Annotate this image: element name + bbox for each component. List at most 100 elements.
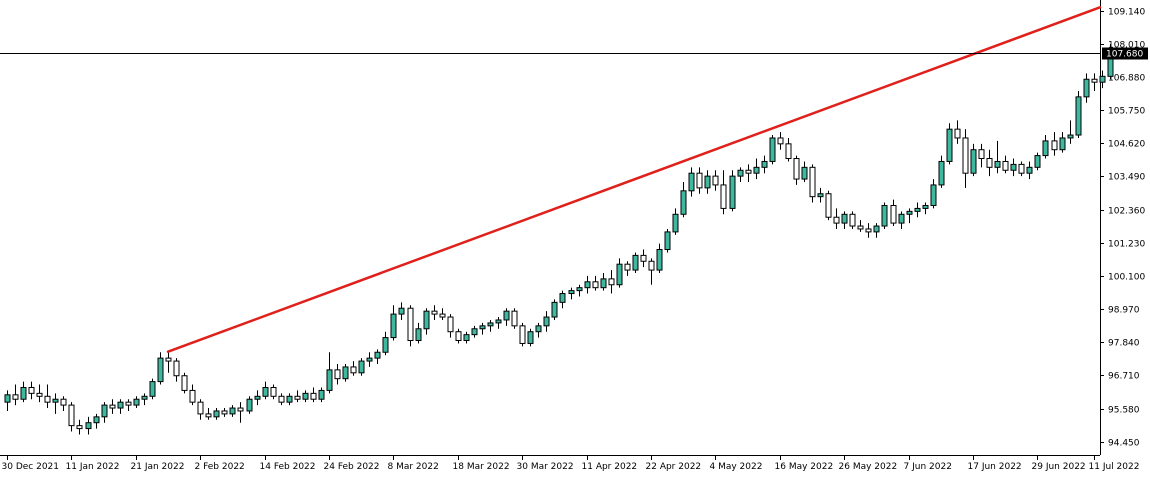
candle-body bbox=[737, 169, 744, 177]
candle-body bbox=[278, 395, 285, 403]
candle-body bbox=[672, 213, 679, 233]
candle-body bbox=[1091, 78, 1098, 83]
candle bbox=[398, 302, 405, 320]
candle-body bbox=[817, 193, 824, 198]
candle bbox=[543, 311, 550, 332]
candle-body bbox=[431, 310, 438, 315]
candle bbox=[873, 223, 880, 238]
candle bbox=[801, 161, 808, 182]
candle bbox=[262, 381, 269, 400]
candle bbox=[608, 270, 615, 294]
candle-body bbox=[109, 404, 116, 409]
candle-body bbox=[455, 331, 462, 342]
time-axis: 30 Dec 2021 11 Jan 2022 21 Jan 2022 2 Feb 2… bbox=[0, 455, 1139, 472]
candle-body bbox=[85, 422, 92, 430]
candle-body bbox=[632, 254, 639, 271]
candle bbox=[865, 223, 872, 238]
candle-body bbox=[423, 310, 430, 330]
candle-body bbox=[881, 204, 888, 227]
trendlines[interactable] bbox=[166, 6, 1102, 353]
candle-body bbox=[704, 175, 711, 189]
candle bbox=[559, 290, 566, 309]
candle bbox=[455, 328, 462, 344]
candle-body bbox=[382, 337, 389, 353]
candle-body bbox=[181, 375, 188, 391]
candle-body bbox=[52, 398, 59, 403]
candle-body bbox=[447, 316, 454, 333]
candle bbox=[270, 384, 277, 400]
candle-body bbox=[1083, 78, 1090, 98]
candle-body bbox=[213, 410, 220, 418]
candle bbox=[720, 170, 727, 215]
candle-body bbox=[833, 216, 840, 224]
candle bbox=[350, 361, 357, 376]
candle-body bbox=[994, 160, 1001, 168]
candle bbox=[229, 405, 236, 417]
candle bbox=[68, 402, 75, 432]
candle bbox=[117, 399, 124, 414]
candle-body bbox=[914, 207, 921, 212]
candle-body bbox=[487, 322, 494, 327]
candle-body bbox=[366, 357, 373, 362]
candle bbox=[576, 284, 583, 297]
current-price-label: 107.680 bbox=[1106, 50, 1143, 60]
candle bbox=[423, 308, 430, 335]
candle bbox=[44, 384, 51, 409]
candle-body bbox=[930, 184, 937, 206]
candle bbox=[254, 390, 261, 406]
candle-body bbox=[101, 404, 108, 418]
time-tick-label: 16 May 2022 bbox=[775, 462, 834, 472]
candle bbox=[737, 167, 744, 182]
candle-body bbox=[753, 166, 760, 174]
candle bbox=[825, 190, 832, 221]
candle bbox=[978, 143, 985, 168]
candle bbox=[769, 135, 776, 165]
candle bbox=[1051, 132, 1058, 156]
candle-body bbox=[141, 395, 148, 400]
candle-body bbox=[1042, 140, 1049, 157]
candle-body bbox=[1018, 163, 1025, 174]
candle bbox=[479, 322, 486, 335]
candle-body bbox=[696, 172, 703, 189]
candle bbox=[1010, 158, 1017, 177]
candle-body bbox=[221, 410, 228, 415]
time-tick-label: 8 Mar 2022 bbox=[388, 462, 439, 472]
time-tick-label: 11 Apr 2022 bbox=[582, 462, 638, 472]
candle-body bbox=[511, 310, 518, 327]
candle bbox=[173, 358, 180, 382]
candle bbox=[704, 170, 711, 194]
candle bbox=[133, 396, 140, 409]
candle-body bbox=[527, 331, 534, 344]
candle bbox=[712, 170, 719, 191]
candle bbox=[1018, 161, 1025, 177]
time-tick-label: 24 Feb 2022 bbox=[324, 462, 380, 472]
candle-body bbox=[1075, 96, 1082, 136]
price-tick-label: 96.710 bbox=[1108, 372, 1140, 382]
price-tick-label: 102.360 bbox=[1108, 207, 1145, 217]
candle-body bbox=[374, 351, 381, 359]
candle bbox=[415, 322, 422, 344]
candle-body bbox=[809, 166, 816, 198]
candle bbox=[761, 155, 768, 174]
candle-body bbox=[535, 325, 542, 333]
candle-body bbox=[205, 413, 212, 418]
time-tick-label: 18 Mar 2022 bbox=[453, 462, 510, 472]
candle-body bbox=[761, 160, 768, 168]
candle bbox=[954, 120, 961, 144]
candle bbox=[833, 208, 840, 229]
candle-body bbox=[720, 184, 727, 209]
trendline[interactable] bbox=[166, 6, 1102, 353]
price-tick-label: 100.100 bbox=[1108, 273, 1145, 283]
current-price-badge bbox=[1102, 47, 1148, 60]
price-tick-label: 109.140 bbox=[1108, 8, 1145, 18]
candle bbox=[1059, 132, 1066, 153]
candle-body bbox=[28, 386, 35, 394]
candle bbox=[374, 349, 381, 364]
candle-body bbox=[358, 360, 365, 374]
candle-body bbox=[270, 386, 277, 397]
candle bbox=[592, 275, 599, 291]
candle bbox=[519, 322, 526, 347]
candle bbox=[286, 393, 293, 406]
candle bbox=[1067, 120, 1074, 144]
